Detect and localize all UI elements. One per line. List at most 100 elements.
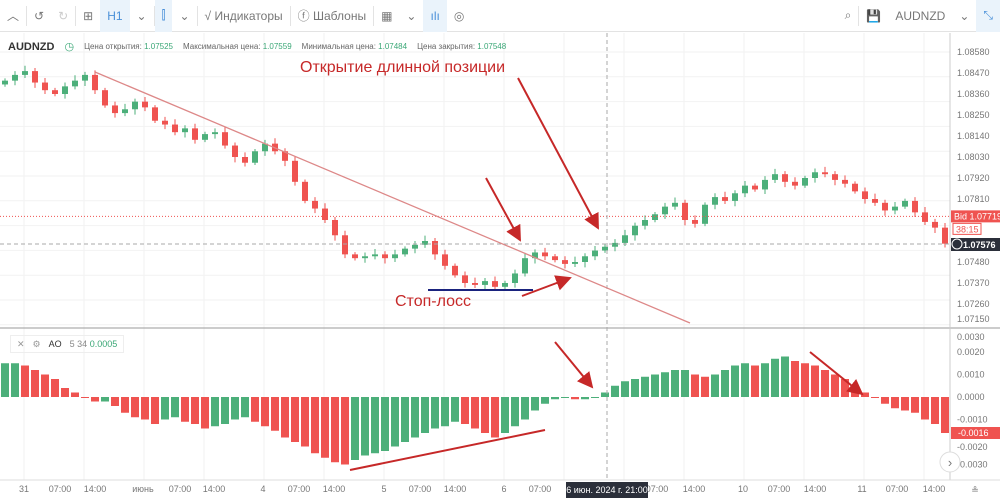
calendar-icon[interactable]: ▦ bbox=[381, 8, 393, 23]
crosshair-price-badge bbox=[951, 238, 1000, 251]
bar-chart-icon[interactable]: ılı bbox=[423, 0, 447, 32]
candle bbox=[702, 204, 708, 224]
ao-bar bbox=[181, 397, 189, 422]
time-tick-label: 31 bbox=[19, 484, 29, 494]
candle bbox=[662, 206, 668, 215]
timeframe-button[interactable]: H1 bbox=[100, 0, 130, 32]
candle bbox=[302, 181, 308, 201]
ao-bar bbox=[881, 397, 889, 404]
candle bbox=[62, 86, 68, 94]
candle bbox=[802, 178, 808, 186]
candle bbox=[142, 101, 148, 108]
ao-bar bbox=[111, 397, 119, 406]
candle bbox=[402, 248, 408, 255]
fullscreen-exit-icon[interactable]: ⤡ bbox=[976, 0, 1000, 32]
candle bbox=[132, 101, 138, 110]
ao-bar bbox=[751, 365, 759, 397]
ao-bar bbox=[821, 370, 829, 397]
redo-icon[interactable]: ↻ bbox=[58, 8, 69, 23]
ohlc-info: AUDNZD ◷ Цена открытия: 1.07525 Максимал… bbox=[8, 40, 506, 54]
ao-bar bbox=[671, 370, 679, 397]
time-tick-label: 14:00 bbox=[804, 484, 827, 494]
candle bbox=[42, 82, 48, 91]
time-tick-label: 10 bbox=[738, 484, 748, 494]
ao-bar bbox=[501, 397, 509, 433]
candle bbox=[732, 193, 738, 201]
candle bbox=[772, 174, 778, 180]
gear-icon[interactable]: ⚙ bbox=[32, 338, 41, 349]
camera-icon[interactable]: ◎ bbox=[453, 8, 465, 23]
time-tick-label: 14:00 bbox=[323, 484, 346, 494]
price-tick-label: 1.08580 bbox=[957, 47, 990, 57]
price-tick-label: 1.08030 bbox=[957, 152, 990, 162]
candle bbox=[282, 151, 288, 161]
candle bbox=[452, 265, 458, 276]
ao-bar bbox=[241, 397, 249, 418]
chevron-down-icon[interactable]: ⌄ bbox=[136, 8, 147, 23]
search-icon[interactable]: ⌕ bbox=[844, 8, 852, 22]
candle bbox=[112, 105, 118, 114]
bid-badge bbox=[951, 210, 1000, 223]
candle bbox=[322, 208, 328, 220]
candles-icon[interactable]: ⫿ bbox=[154, 0, 173, 32]
symbol-selector[interactable]: AUDNZD bbox=[895, 8, 946, 23]
time-tick-label: 14:00 bbox=[84, 484, 107, 494]
price-tick-label: 1.08140 bbox=[957, 131, 990, 141]
indicators-button[interactable]: √ Индикаторы bbox=[198, 0, 290, 32]
ao-bar bbox=[401, 397, 409, 442]
annotation-arrow bbox=[554, 341, 594, 389]
candle bbox=[612, 242, 618, 247]
undo-icon[interactable]: ↺ bbox=[34, 8, 45, 23]
ao-bar bbox=[251, 397, 259, 422]
candle bbox=[742, 185, 748, 194]
chevron-down-icon[interactable]: ⌄ bbox=[959, 8, 970, 23]
candle bbox=[852, 183, 858, 192]
ao-bar bbox=[231, 397, 239, 420]
collapse-icon[interactable]: ︿ bbox=[7, 9, 20, 23]
ao-bar bbox=[331, 397, 339, 463]
add-symbol-icon[interactable]: ⊞ bbox=[83, 8, 94, 23]
ao-bar bbox=[41, 374, 49, 397]
candle bbox=[102, 90, 108, 106]
low-value: 1.07484 bbox=[378, 42, 408, 51]
candle bbox=[292, 160, 298, 182]
ao-tick-label: 0.0000 bbox=[957, 392, 985, 402]
ao-bar bbox=[381, 397, 389, 451]
candle bbox=[752, 185, 758, 190]
time-tick-label: 14:00 bbox=[923, 484, 946, 494]
candle bbox=[922, 212, 928, 222]
ao-bar bbox=[371, 397, 379, 454]
candle bbox=[672, 202, 678, 207]
chevron-down-icon[interactable]: ⌄ bbox=[406, 8, 417, 23]
indicators-label: Индикаторы bbox=[214, 8, 283, 23]
candle bbox=[832, 174, 838, 180]
candle bbox=[942, 227, 948, 244]
templates-button[interactable]: ⓕ Шаблоны bbox=[291, 0, 373, 32]
candle bbox=[822, 172, 828, 175]
ao-bar bbox=[891, 397, 899, 409]
save-icon[interactable]: 💾 bbox=[866, 8, 882, 23]
price-tick-label: 1.07260 bbox=[957, 299, 990, 309]
ao-bar bbox=[271, 397, 279, 431]
ao-bar bbox=[641, 376, 649, 397]
candle bbox=[572, 262, 578, 264]
ao-bar bbox=[811, 365, 819, 397]
ao-bar bbox=[551, 397, 559, 400]
candle bbox=[762, 179, 768, 190]
chevron-down-icon[interactable]: ⌄ bbox=[179, 8, 190, 23]
low-label: Минимальная цена: bbox=[301, 42, 376, 51]
ao-current-value: -0.0016 bbox=[958, 428, 989, 438]
ao-bar bbox=[491, 397, 499, 438]
scroll-right-button[interactable] bbox=[939, 451, 961, 473]
close-icon[interactable]: ✕ bbox=[17, 338, 25, 349]
ao-bar bbox=[651, 374, 659, 397]
high-label: Максимальная цена: bbox=[183, 42, 261, 51]
ao-divergence-line bbox=[349, 429, 546, 471]
ao-bar bbox=[511, 397, 519, 427]
ao-bar bbox=[321, 397, 329, 458]
ao-bar bbox=[861, 392, 869, 397]
candle bbox=[892, 206, 898, 211]
ao-bar bbox=[51, 379, 59, 397]
ao-bar bbox=[81, 397, 89, 398]
